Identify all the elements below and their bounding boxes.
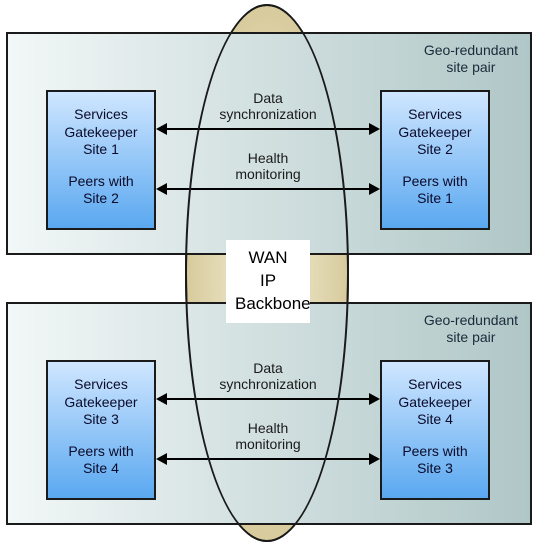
backbone-line: Backbone xyxy=(235,293,301,316)
site-box-3: Services Gatekeeper Site 3 Peers with Si… xyxy=(46,360,156,500)
site-line: Gatekeeper xyxy=(48,394,154,412)
site-line: Services xyxy=(48,106,154,124)
connection-label-text: Datasynchronization xyxy=(219,90,316,122)
connection-label: Datasynchronization xyxy=(183,90,353,122)
arrow-head-right-icon xyxy=(369,393,380,405)
site-line: Services xyxy=(382,106,488,124)
site-box-2: Services Gatekeeper Site 2 Peers with Si… xyxy=(380,90,490,230)
pair-label: Geo-redundantsite pair xyxy=(424,312,518,346)
connection-label: Healthmonitoring xyxy=(183,150,353,182)
site-line: Site 1 xyxy=(48,141,154,159)
arrow-head-right-icon xyxy=(369,453,380,465)
site-line: Site 1 xyxy=(382,190,488,208)
site-line: Services xyxy=(48,376,154,394)
site-line: Site 4 xyxy=(48,460,154,478)
backbone-line: WAN xyxy=(235,247,301,270)
backbone-line: IP xyxy=(235,270,301,293)
arrow-head-left-icon xyxy=(156,123,167,135)
site-line: Peers with xyxy=(382,443,488,461)
connection-label-text: Healthmonitoring xyxy=(235,420,300,452)
pair-label-text: Geo-redundantsite pair xyxy=(424,312,518,345)
site-line: Peers with xyxy=(48,173,154,191)
site-line: Gatekeeper xyxy=(48,124,154,142)
connection-label: Healthmonitoring xyxy=(183,420,353,452)
arrow-line xyxy=(163,398,373,400)
wan-backbone-label-box: WAN IP Backbone xyxy=(226,240,310,323)
site-line: Site 3 xyxy=(48,411,154,429)
pair-label-text: Geo-redundantsite pair xyxy=(424,42,518,75)
arrow-line xyxy=(163,188,373,190)
site-line: Gatekeeper xyxy=(382,394,488,412)
connection-label: Datasynchronization xyxy=(183,360,353,392)
site-box-1: Services Gatekeeper Site 1 Peers with Si… xyxy=(46,90,156,230)
site-line: Gatekeeper xyxy=(382,124,488,142)
arrow-head-left-icon xyxy=(156,453,167,465)
arrow-line xyxy=(163,128,373,130)
site-line: Site 4 xyxy=(382,411,488,429)
arrow-head-left-icon xyxy=(156,183,167,195)
site-line: Site 3 xyxy=(382,460,488,478)
site-line: Services xyxy=(382,376,488,394)
geo-redundant-pair-1: Geo-redundantsite pair Services Gatekeep… xyxy=(6,32,532,255)
site-line: Site 2 xyxy=(382,141,488,159)
arrow-head-right-icon xyxy=(369,183,380,195)
site-line: Site 2 xyxy=(48,190,154,208)
geo-redundant-pair-2: Geo-redundantsite pair Services Gatekeep… xyxy=(6,302,532,525)
arrow-head-left-icon xyxy=(156,393,167,405)
connection-label-text: Datasynchronization xyxy=(219,360,316,392)
arrow-head-right-icon xyxy=(369,123,380,135)
site-box-4: Services Gatekeeper Site 4 Peers with Si… xyxy=(380,360,490,500)
connection-label-text: Healthmonitoring xyxy=(235,150,300,182)
site-line: Peers with xyxy=(382,173,488,191)
pair-label: Geo-redundantsite pair xyxy=(424,42,518,76)
arrow-line xyxy=(163,458,373,460)
site-line: Peers with xyxy=(48,443,154,461)
